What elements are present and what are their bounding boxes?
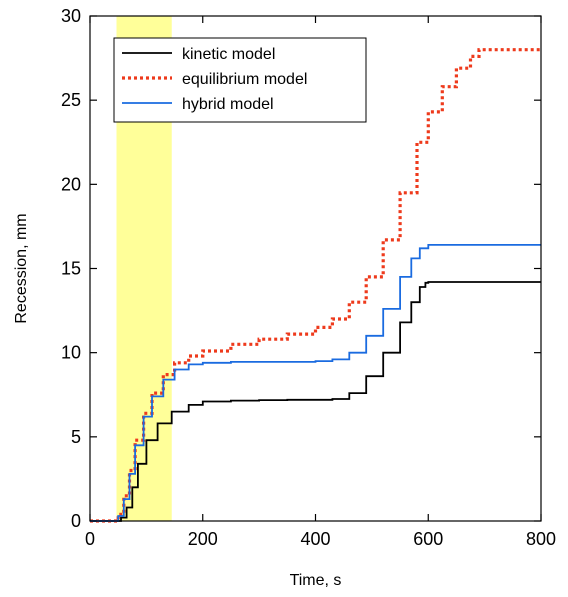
legend-box [113, 37, 367, 123]
x-tick-label: 600 [413, 529, 443, 549]
y-tick-label: 10 [61, 343, 81, 363]
y-tick-label: 5 [71, 427, 81, 447]
legend-entry-label: kinetic model [182, 46, 275, 63]
x-tick-label: 800 [526, 529, 556, 549]
y-tick-label: 30 [61, 6, 81, 26]
y-tick-label: 15 [61, 259, 81, 279]
legend-entry-label: equilibrium model [182, 71, 307, 88]
legend-entry-label: hybrid model [182, 96, 274, 113]
ticks-layer: 0 200 400 600 800 0 5 10 15 20 25 30 [61, 6, 556, 549]
x-tick-label: 200 [188, 529, 218, 549]
series-layer [90, 48, 541, 523]
y-axis-label: Recession, mm [13, 213, 30, 323]
y-tick-label: 20 [61, 174, 81, 194]
x-tick-label: 400 [300, 529, 330, 549]
series-line-hybrid-model [90, 244, 541, 522]
x-tick-label: 0 [85, 529, 95, 549]
x-axis-label: Time, s [290, 572, 342, 589]
y-tick-label: 25 [61, 90, 81, 110]
series-line-equilibrium-model [90, 48, 541, 523]
y-tick-label: 0 [71, 511, 81, 531]
series-line-kinetic-model [90, 281, 541, 522]
legend: kinetic model equilibrium model hybrid mod… [113, 37, 367, 123]
